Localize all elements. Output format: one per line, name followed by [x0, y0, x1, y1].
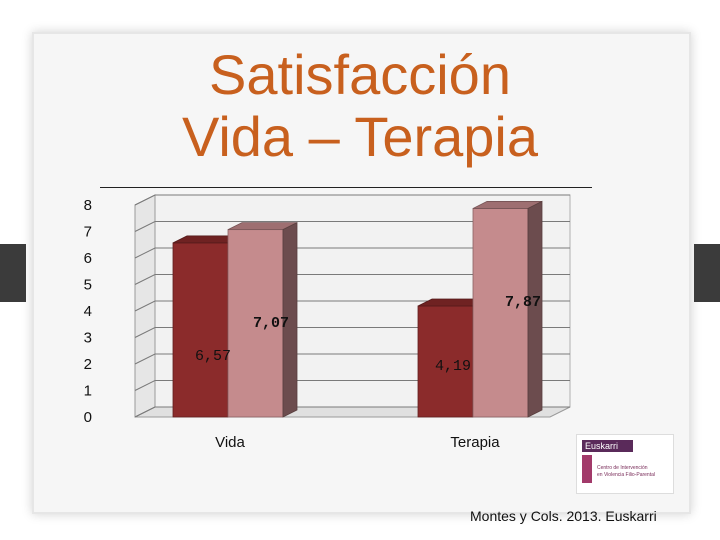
y-tick-label: 1	[84, 383, 92, 400]
gridline	[134, 274, 570, 285]
bar	[227, 229, 284, 418]
y-tick-label: 7	[84, 224, 92, 241]
x-category-label: Vida	[215, 434, 245, 451]
title-line-2: Vida – Terapia	[182, 105, 538, 168]
right-bracket-decoration	[694, 244, 720, 302]
bar	[417, 305, 474, 418]
gridline	[134, 221, 570, 232]
y-tick-label: 3	[84, 330, 92, 347]
source-credit: Montes y Cols. 2013. Euskarri	[470, 508, 657, 524]
euskarri-logo: Euskarri Centro de Intervención en Viole…	[576, 434, 674, 494]
data-label: 4,19	[435, 358, 471, 375]
gridline	[134, 247, 570, 259]
y-tick-label: 5	[84, 277, 92, 294]
y-tick-label: 4	[84, 303, 92, 320]
title-line-1: Satisfacción	[209, 43, 511, 106]
bar	[472, 208, 529, 418]
logo-badge: Euskarri	[582, 440, 633, 452]
data-label: 7,07	[253, 315, 289, 332]
logo-caption: Centro de Intervención en Violencia Fili…	[597, 465, 655, 478]
left-bracket-decoration	[0, 244, 26, 302]
data-label: 7,87	[505, 294, 541, 311]
logo-mark	[582, 455, 592, 483]
y-tick-label: 8	[84, 197, 92, 214]
bar-side	[527, 200, 543, 418]
y-tick-label: 2	[84, 356, 92, 373]
y-tick-label: 6	[84, 250, 92, 267]
x-category-label: Terapia	[450, 434, 500, 451]
gridline	[134, 194, 570, 206]
slide-title: Satisfacción Vida – Terapia	[100, 44, 620, 168]
data-label: 6,57	[195, 348, 231, 365]
bar	[172, 242, 229, 418]
y-tick-label: 0	[84, 409, 92, 426]
bar-side	[282, 221, 298, 418]
title-underline	[100, 187, 592, 188]
